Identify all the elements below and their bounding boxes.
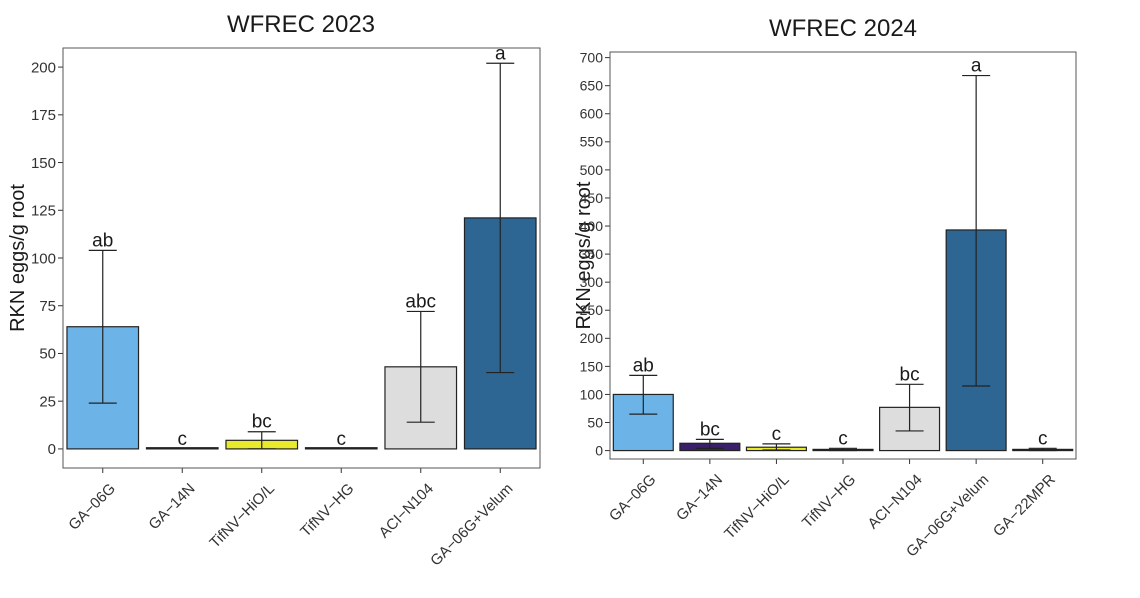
y-tick-label: 150 [31,155,56,172]
significance-letter: bc [700,419,720,440]
panel-wfrec-2023: WFREC 2023 RKN eggs/g root 0 25 50 75 100 125 15… [7,11,541,569]
y-tick-label: 700 [580,50,604,66]
chart-title: WFREC 2023 [227,11,375,38]
significance-letter: c [337,429,347,450]
significance-letter: c [772,424,782,445]
x-tick-label: TifNV−HG [297,480,357,540]
y-tick-label: 75 [39,298,56,315]
y-tick-label: 100 [580,386,604,402]
x-tick-label: GA−14N [145,480,198,533]
y-tick-label: 50 [587,414,603,430]
y-tick-label: 650 [580,78,604,94]
panel-wfrec-2024: WFREC 2024 RKN eggs/g root 0 50 100 150 200 250… [573,15,1077,560]
y-tick-label: 100 [31,250,56,267]
x-tick-label: GA−06G+Velum [427,480,516,569]
y-tick-label: 550 [580,134,604,150]
y-tick-label: 350 [580,246,604,262]
significance-letter: bc [900,364,920,385]
y-axis-label: RKN eggs/g root [7,184,29,332]
significance-letter: ab [633,355,654,376]
x-tick-label: GA−06G [65,480,119,534]
plot-frame [62,47,541,469]
y-axis-label: RKN eggs/g root [573,181,595,329]
y-tick-label: 500 [580,162,604,178]
x-tick-label: ACI−N104 [865,471,926,532]
chart-title: WFREC 2024 [769,15,917,42]
y-tick-label: 400 [580,218,604,234]
y-tick-label: 0 [595,442,603,458]
significance-letter: ab [92,230,113,251]
y-tick-label: 300 [580,274,604,290]
significance-letter: a [971,56,982,77]
x-tick-label: TifNV−HG [799,471,859,531]
plot-frame [609,51,1077,460]
y-tick-label: 50 [39,346,56,363]
x-tick-label: GA−22MPR [990,471,1059,540]
y-tick-label: 250 [580,302,604,318]
y-tick-label: 0 [48,441,56,458]
x-tick-label: GA−14N [673,471,726,524]
y-tick-label: 25 [39,393,56,410]
significance-letter: abc [405,291,436,312]
y-tick-label: 125 [31,203,56,220]
x-tick-label: TifNV−HiO/L [206,480,277,551]
significance-letter: c [838,428,848,449]
x-tick-label: TifNV−HiO/L [721,471,792,542]
y-tick-label: 200 [580,330,604,346]
significance-letter: bc [252,412,272,433]
y-tick-label: 175 [31,107,56,124]
significance-letter: a [495,43,506,64]
y-tick-label: 150 [580,358,604,374]
y-tick-label: 600 [580,106,604,122]
significance-letter: c [1038,428,1048,449]
y-tick-label: 450 [580,190,604,206]
x-tick-label: GA−06G [606,471,660,525]
x-tick-label: ACI−N104 [376,480,437,541]
y-tick-label: 200 [31,59,56,76]
significance-letter: c [178,429,188,450]
